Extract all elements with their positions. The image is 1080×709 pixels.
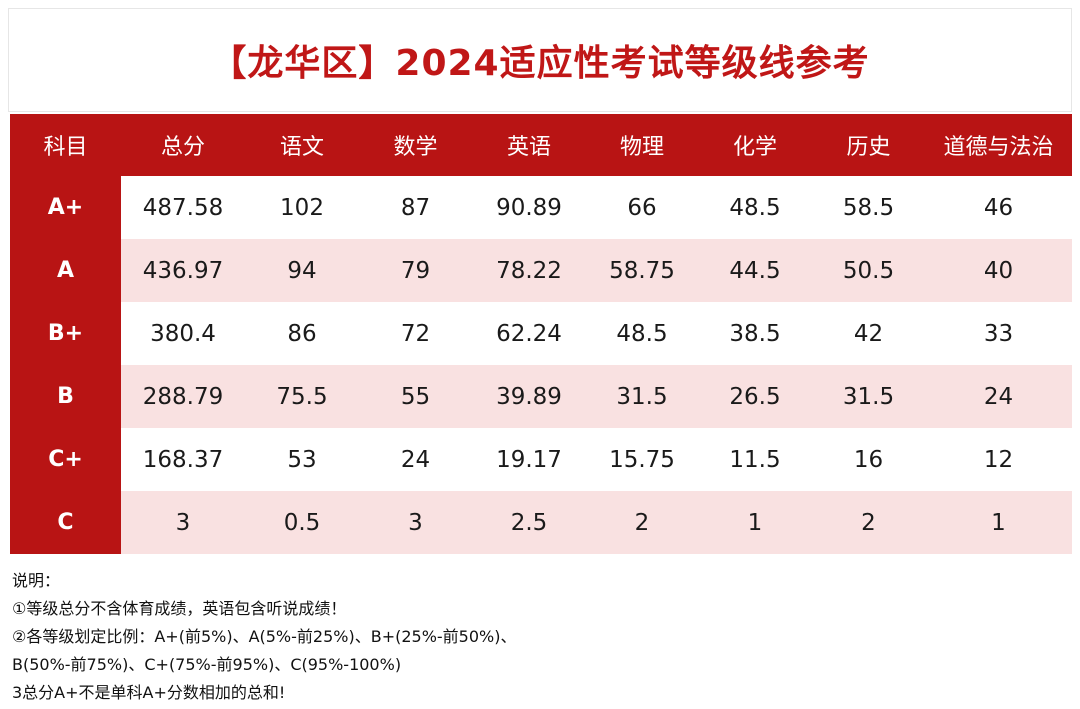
table-cell: 79 (359, 239, 472, 302)
header-subject: 科目 (10, 114, 121, 176)
table-cell: 3 (121, 491, 245, 554)
header-chinese: 语文 (245, 114, 359, 176)
grade-cell: A (10, 239, 121, 302)
header-english: 英语 (472, 114, 586, 176)
table-cell: 78.22 (472, 239, 586, 302)
notes-heading: 说明： (12, 571, 61, 590)
title-box: 【龙华区】2024适应性考试等级线参考 (8, 8, 1072, 112)
table-cell: 31.5 (586, 365, 698, 428)
table-cell: 87 (359, 176, 472, 239)
table-cell: 55 (359, 365, 472, 428)
table-cell: 19.17 (472, 428, 586, 491)
table-cell: 12 (925, 428, 1072, 491)
table-cell: 288.79 (121, 365, 245, 428)
table-cell: 102 (245, 176, 359, 239)
table-cell: 33 (925, 302, 1072, 365)
table-cell: 40 (925, 239, 1072, 302)
table-cell: 50.5 (812, 239, 925, 302)
table-cell: 16 (812, 428, 925, 491)
table-cell: 48.5 (586, 302, 698, 365)
table-header-row: 科目 总分 语文 数学 英语 物理 化学 历史 道德与法治 (10, 114, 1072, 176)
note-line: ①等级总分不含体育成绩，英语包含听说成绩！ (12, 599, 347, 618)
header-total: 总分 (121, 114, 245, 176)
table-row: A+ 487.58 102 87 90.89 66 48.5 58.5 46 (10, 176, 1072, 239)
table-cell: 380.4 (121, 302, 245, 365)
table-cell: 58.5 (812, 176, 925, 239)
grade-table: 科目 总分 语文 数学 英语 物理 化学 历史 道德与法治 A+ 487.58 … (10, 114, 1072, 554)
note-line: B(50%-前75%)、C+(75%-前95%)、C(95%-100%) (12, 655, 402, 674)
page-title: 【龙华区】2024适应性考试等级线参考 (210, 43, 870, 84)
table-row: B+ 380.4 86 72 62.24 48.5 38.5 42 33 (10, 302, 1072, 365)
note-line: 3总分A+不是单科A+分数相加的总和! (12, 683, 286, 702)
table-cell: 0.5 (245, 491, 359, 554)
table-cell: 2 (586, 491, 698, 554)
header-physics: 物理 (586, 114, 698, 176)
table-cell: 75.5 (245, 365, 359, 428)
table-row: C+ 168.37 53 24 19.17 15.75 11.5 16 12 (10, 428, 1072, 491)
table-cell: 31.5 (812, 365, 925, 428)
grade-cell: C (10, 491, 121, 554)
table-cell: 72 (359, 302, 472, 365)
table-cell: 39.89 (472, 365, 586, 428)
table-cell: 66 (586, 176, 698, 239)
table-cell: 2 (812, 491, 925, 554)
grade-cell: B (10, 365, 121, 428)
table-cell: 15.75 (586, 428, 698, 491)
table-row: A 436.97 94 79 78.22 58.75 44.5 50.5 40 (10, 239, 1072, 302)
table-cell: 2.5 (472, 491, 586, 554)
table-row: C 3 0.5 3 2.5 2 1 2 1 (10, 491, 1072, 554)
grade-cell: B+ (10, 302, 121, 365)
table-cell: 62.24 (472, 302, 586, 365)
header-history: 历史 (812, 114, 925, 176)
table-cell: 168.37 (121, 428, 245, 491)
table-cell: 24 (925, 365, 1072, 428)
table-cell: 58.75 (586, 239, 698, 302)
table-cell: 90.89 (472, 176, 586, 239)
table-cell: 48.5 (698, 176, 812, 239)
table-cell: 1 (925, 491, 1072, 554)
header-morality-law: 道德与法治 (925, 114, 1072, 176)
notes-section: 说明： ①等级总分不含体育成绩，英语包含听说成绩！ ②各等级划定比例：A+(前5… (12, 567, 1072, 707)
header-math: 数学 (359, 114, 472, 176)
table-cell: 11.5 (698, 428, 812, 491)
table-cell: 86 (245, 302, 359, 365)
table-cell: 3 (359, 491, 472, 554)
table-cell: 42 (812, 302, 925, 365)
note-line: ②各等级划定比例：A+(前5%)、A(5%-前25%)、B+(25%-前50%)… (12, 627, 517, 646)
grade-cell: A+ (10, 176, 121, 239)
table-cell: 26.5 (698, 365, 812, 428)
table-cell: 436.97 (121, 239, 245, 302)
table-cell: 53 (245, 428, 359, 491)
table-cell: 1 (698, 491, 812, 554)
table-cell: 94 (245, 239, 359, 302)
table-cell: 46 (925, 176, 1072, 239)
table-cell: 24 (359, 428, 472, 491)
table-cell: 487.58 (121, 176, 245, 239)
grade-cell: C+ (10, 428, 121, 491)
table-cell: 44.5 (698, 239, 812, 302)
table-row: B 288.79 75.5 55 39.89 31.5 26.5 31.5 24 (10, 365, 1072, 428)
table-cell: 38.5 (698, 302, 812, 365)
header-chemistry: 化学 (698, 114, 812, 176)
